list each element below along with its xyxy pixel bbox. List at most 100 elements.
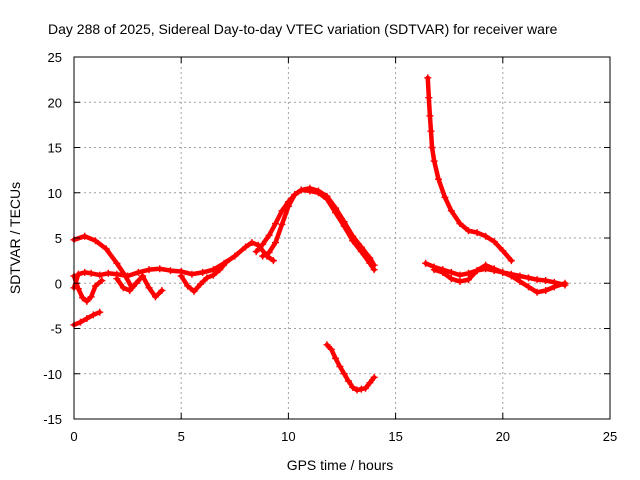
data-point (340, 222, 348, 230)
data-point (439, 268, 447, 276)
data-point (74, 285, 82, 293)
data-point (124, 272, 132, 280)
data-point (507, 257, 515, 265)
x-tick-label: 15 (388, 429, 402, 444)
data-point (252, 248, 260, 256)
data-point (203, 274, 211, 282)
data-point (332, 209, 340, 217)
data-point (370, 373, 378, 381)
data-point (291, 191, 299, 199)
x-tick-label: 20 (496, 429, 510, 444)
data-point (447, 268, 455, 276)
data-point (542, 277, 550, 285)
y-tick-label: 0 (55, 276, 62, 291)
data-point (349, 237, 357, 245)
data-point (83, 315, 91, 323)
y-tick-label: -5 (50, 322, 62, 337)
data-point (456, 220, 464, 228)
data-point (126, 286, 134, 294)
data-point (91, 237, 99, 245)
data-point (151, 293, 159, 301)
data-point (456, 271, 464, 279)
data-point (425, 94, 433, 102)
data-point (196, 280, 204, 288)
data-point (278, 220, 286, 228)
data-point (426, 112, 434, 120)
data-point (344, 377, 352, 385)
data-point (323, 195, 331, 203)
x-tick-labels: 0 5 10 15 20 25 (70, 429, 617, 444)
data-point (357, 385, 365, 393)
y-tick-label: 5 (55, 231, 62, 246)
x-tick-label: 25 (603, 429, 617, 444)
data-point (145, 266, 153, 274)
data-point (349, 383, 357, 391)
data-point (441, 193, 449, 201)
data-point (424, 74, 432, 82)
y-axis-label: SDTVAR / TECUs (7, 182, 23, 294)
data-point (87, 269, 95, 277)
x-tick-label: 5 (178, 429, 185, 444)
data-point (306, 187, 314, 195)
data-point (422, 259, 430, 267)
data-point (74, 270, 82, 278)
data-point (259, 240, 267, 248)
data-point (156, 265, 164, 273)
data-point (113, 275, 121, 283)
data-point (269, 257, 277, 265)
x-tick-label: 0 (70, 429, 77, 444)
data-point (533, 288, 541, 296)
data-point (490, 265, 498, 273)
data-point (456, 277, 464, 285)
data-point (340, 370, 348, 378)
data-point (89, 311, 97, 319)
data-point (87, 293, 95, 301)
data-point (199, 268, 207, 276)
axis-ticks (73, 56, 611, 420)
data-point (430, 266, 438, 274)
data-point (533, 276, 541, 284)
data-point (272, 239, 280, 247)
grid-lines (74, 57, 610, 419)
y-tick-label: 15 (48, 141, 62, 156)
data-point (190, 287, 198, 295)
series-arc-8 (260, 187, 377, 272)
data-point (327, 345, 335, 353)
data-point (139, 272, 147, 280)
data-point (482, 261, 490, 269)
data-point (428, 144, 436, 151)
data-point (353, 386, 361, 394)
data-point (96, 271, 104, 279)
data-point (516, 277, 524, 285)
data-point (76, 318, 84, 326)
data-point (430, 157, 438, 165)
data-point (209, 271, 217, 279)
data-point (158, 286, 166, 294)
data-point (473, 267, 481, 275)
data-point (278, 207, 286, 215)
y-tick-labels: -15 -10 -5 0 5 10 15 20 25 (43, 50, 62, 427)
data-point (132, 279, 140, 287)
data-point (499, 268, 507, 276)
data-point (366, 379, 374, 387)
data-point (427, 127, 435, 135)
data-point (119, 284, 127, 292)
data-point (134, 268, 142, 276)
data-point (79, 294, 87, 302)
data-point (297, 186, 305, 194)
data-point (434, 175, 442, 183)
data-point (188, 270, 196, 278)
data-point (98, 277, 106, 285)
data-point (561, 279, 569, 287)
y-tick-label: 10 (48, 186, 62, 201)
data-point (464, 269, 472, 277)
data-point (81, 232, 89, 240)
series-arc-10 (425, 75, 514, 263)
data-point (464, 227, 472, 235)
data-point (184, 282, 192, 290)
series-arc-7 (253, 185, 377, 268)
data-point (104, 269, 112, 277)
data-point (490, 238, 498, 246)
data-point (242, 243, 250, 251)
data-point (332, 354, 340, 362)
